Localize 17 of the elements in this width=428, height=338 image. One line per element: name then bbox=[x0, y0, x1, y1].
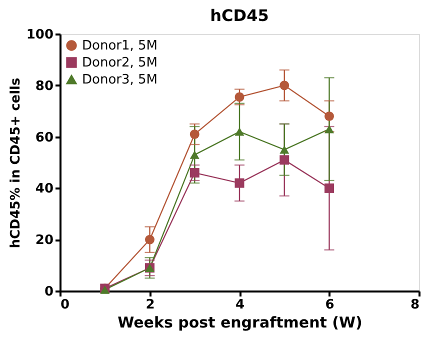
x-tick-label: 8 bbox=[410, 298, 420, 312]
y-tick-label: 100 bbox=[26, 28, 54, 42]
y-tick-label: 20 bbox=[35, 233, 54, 248]
y-tick-label: 60 bbox=[35, 130, 54, 146]
x-tick-label: 6 bbox=[325, 298, 334, 312]
legend-label: Donor2, 5M bbox=[82, 56, 158, 70]
legend-label: Donor1, 5M bbox=[82, 38, 158, 54]
y-tick-label: 0 bbox=[44, 284, 54, 300]
legend-label: Donor3, 5M bbox=[82, 72, 158, 88]
y-axis-title: hCD45% in CD45+ cells bbox=[8, 78, 24, 248]
x-tick-label: 0 bbox=[60, 298, 70, 312]
chart-title: hCD45 bbox=[210, 6, 269, 25]
y-tick-label: 40 bbox=[35, 182, 54, 197]
x-tick-label: 2 bbox=[146, 298, 155, 312]
x-axis-title: Weeks post engraftment (W) bbox=[118, 314, 362, 332]
y-tick-label: 80 bbox=[35, 78, 54, 94]
x-tick-label: 4 bbox=[235, 298, 245, 312]
